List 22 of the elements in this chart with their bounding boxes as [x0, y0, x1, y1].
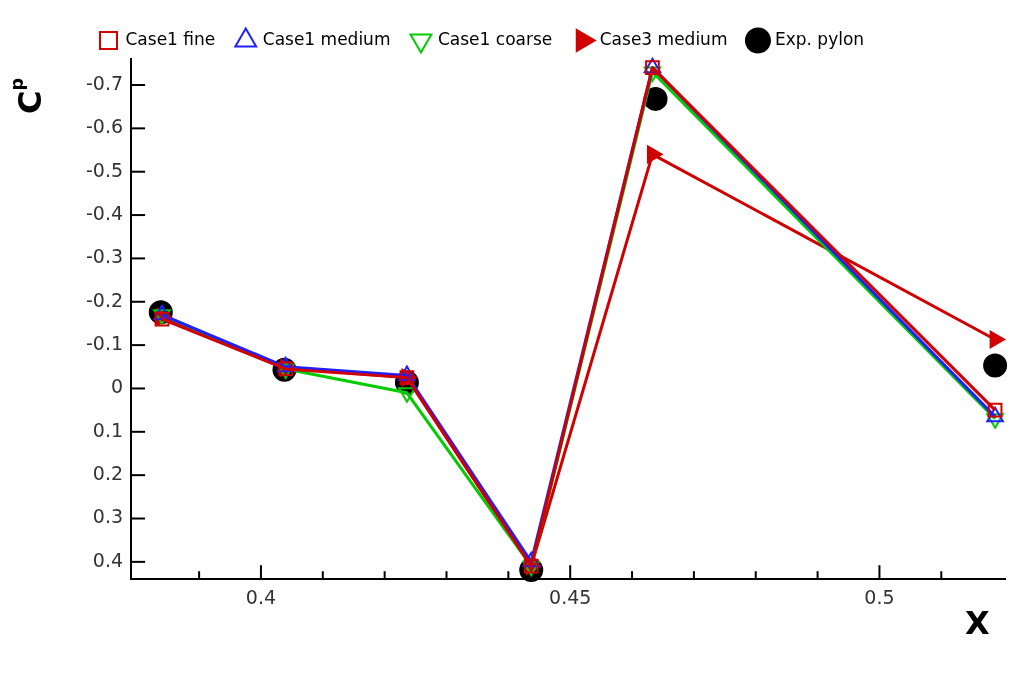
y-tick-label: 0.4 — [92, 548, 124, 571]
legend-label: Case1 medium — [262, 28, 391, 49]
y-tick-label: -0.2 — [85, 288, 124, 311]
legend-label: Case3 medium — [599, 28, 728, 49]
y-tick-label: 0.2 — [92, 462, 124, 485]
y-tick-label: -0.7 — [85, 71, 124, 94]
x-tick-label: 0.45 — [549, 585, 592, 608]
x-tick-label: 0.4 — [245, 585, 277, 608]
x-tick-label: 0.5 — [864, 585, 895, 608]
y-tick-label: -0.4 — [85, 202, 124, 224]
y-tick-label: 0 — [110, 375, 124, 398]
y-tick-label: 0.3 — [92, 505, 124, 528]
y-axis-title: Cp — [7, 77, 50, 114]
legend-label: Exp. pylon — [774, 28, 865, 49]
y-tick-label: -0.6 — [85, 115, 124, 138]
y-tick-label: -0.1 — [85, 332, 124, 355]
y-tick-label: -0.3 — [85, 245, 124, 268]
x-axis-title: X — [965, 604, 990, 643]
y-tick-label: 0.1 — [92, 418, 124, 441]
legend-label: Case1 fine — [125, 28, 216, 49]
y-tick-label: -0.5 — [85, 158, 124, 181]
legend-label: Case1 coarse — [437, 28, 553, 49]
